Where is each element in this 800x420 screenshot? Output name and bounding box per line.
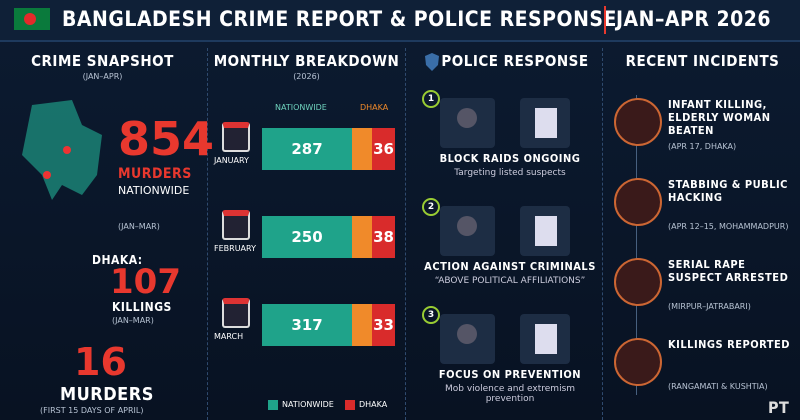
section-title: RECENT INCIDENTS	[625, 52, 780, 70]
column-header: DHAKA	[360, 103, 389, 112]
incident-detail: (APR 17, DHAKA)	[668, 142, 737, 151]
stat-value: 16	[74, 340, 127, 384]
separator	[405, 48, 406, 420]
illustration	[440, 314, 570, 364]
calendar-icon	[222, 210, 250, 240]
stat-label: KILLINGS	[112, 300, 172, 314]
illustration	[440, 98, 570, 148]
bar-nationwide: 250	[262, 216, 352, 258]
step-number: 3	[422, 306, 440, 324]
section-title: POLICE RESPONSE	[441, 52, 589, 70]
incident-icon	[614, 178, 662, 226]
stat-scope: NATIONWIDE	[118, 184, 190, 197]
step-text: Mob violence and extremism prevention	[444, 384, 576, 404]
step-text: Targeting listed suspects	[454, 168, 566, 178]
flag	[14, 8, 50, 30]
bar-accent	[352, 216, 372, 258]
calendar-icon	[222, 298, 250, 328]
legend-label: DHAKA	[359, 400, 388, 409]
logo: PT	[768, 398, 790, 417]
stat-label: MURDERS	[118, 166, 192, 182]
bar-dhaka: 36	[372, 128, 395, 170]
bar: 250 38	[262, 216, 395, 258]
separator	[602, 48, 603, 420]
illustration	[440, 206, 570, 256]
header: BANGLADESH CRIME REPORT & POLICE RESPONS…	[0, 0, 800, 42]
step-heading: BLOCK RAIDS ONGOING	[439, 152, 581, 165]
title: BANGLADESH CRIME REPORT & POLICE RESPONS…	[62, 7, 617, 31]
month-label: MARCH	[214, 332, 244, 341]
section-title: MONTHLY BREAKDOWN	[213, 52, 400, 70]
calendar-icon	[222, 122, 250, 152]
bar-dhaka: 38	[372, 216, 395, 258]
legend-label: NATIONWIDE	[282, 400, 334, 409]
column-header: NATIONWIDE	[275, 103, 327, 112]
section-subtitle: (JAN–APR)	[82, 72, 123, 81]
section-subtitle: (2026)	[293, 72, 320, 81]
incident-heading: STABBING & PUBLIC HACKING	[668, 178, 788, 204]
incident-heading: KILLINGS REPORTED	[668, 338, 791, 351]
step-number: 1	[422, 90, 440, 108]
bar-accent	[352, 304, 372, 346]
incident-detail: (RANGAMATI & KUSHTIA)	[668, 382, 768, 391]
stat-period: (JAN–MAR)	[118, 222, 160, 231]
stat-period: (FIRST 15 DAYS OF APRIL)	[40, 406, 144, 415]
map-icon	[22, 100, 102, 200]
period: JAN–APR 2026	[616, 7, 772, 31]
section-title: CRIME SNAPSHOT	[31, 52, 174, 70]
legend-swatch	[345, 400, 355, 410]
stat-value: 107	[110, 262, 181, 302]
incident-heading: INFANT KILLING, ELDERLY WOMAN BEATEN	[668, 98, 771, 137]
step-heading: ACTION AGAINST CRIMINALS	[424, 260, 596, 273]
separator	[207, 48, 208, 420]
stat-prefix: DHAKA:	[92, 253, 143, 267]
step-text: “ABOVE POLITICAL AFFILIATIONS”	[434, 276, 586, 286]
bar-accent	[352, 128, 372, 170]
step-heading: FOCUS ON PREVENTION	[438, 368, 582, 381]
stat-period: (JAN–MAR)	[112, 316, 154, 325]
incident-heading: SERIAL RAPE SUSPECT ARRESTED	[668, 258, 789, 284]
bar-nationwide: 287	[262, 128, 352, 170]
timeline	[636, 95, 637, 395]
badge-icon	[425, 53, 439, 71]
legend-swatch	[268, 400, 278, 410]
incident-icon	[614, 258, 662, 306]
incident-icon	[614, 338, 662, 386]
incident-icon	[614, 98, 662, 146]
incident-detail: (APR 12–15, MOHAMMADPUR)	[668, 222, 789, 231]
incident-detail: (MIRPUR–JATRABARI)	[668, 302, 751, 311]
bar: 287 36	[262, 128, 395, 170]
bar-dhaka: 33	[372, 304, 395, 346]
divider	[604, 6, 606, 34]
month-label: JANUARY	[214, 156, 249, 165]
stat-label: MURDERS	[60, 384, 154, 405]
bar: 317 33	[262, 304, 395, 346]
step-number: 2	[422, 198, 440, 216]
stat-value: 854	[118, 112, 215, 166]
bar-nationwide: 317	[262, 304, 352, 346]
month-label: FEBRUARY	[214, 244, 256, 253]
